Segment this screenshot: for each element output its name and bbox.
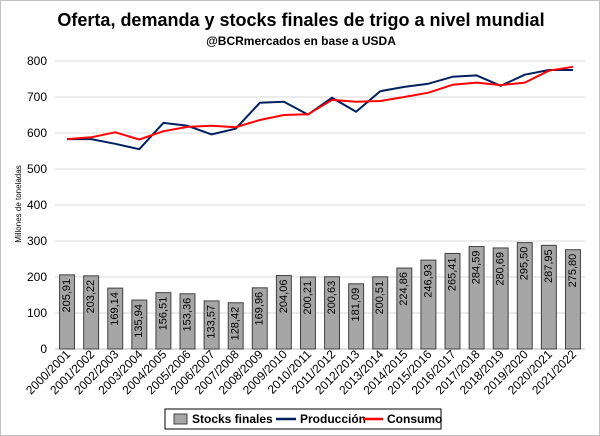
bar-data-label: 135,94	[133, 304, 145, 338]
bar-stocks-finales	[324, 276, 341, 350]
y-tick-label: 500	[27, 162, 47, 176]
bar-data-label: 200,51	[374, 281, 386, 315]
bar-data-label: 153,36	[181, 298, 193, 332]
line-consumo	[66, 65, 574, 141]
y-tick-label: 0	[40, 342, 47, 356]
bar-stocks-finales	[516, 242, 533, 350]
legend: Stocks finales Producción Consumo	[164, 408, 442, 430]
bar-stocks-finales	[155, 292, 172, 350]
bar-data-label: 200,63	[326, 281, 338, 315]
bar-stocks-finales	[107, 287, 124, 350]
bar-data-label: 265,41	[446, 257, 458, 291]
bar-stocks-finales	[275, 275, 292, 350]
bar-data-label: 181,09	[350, 288, 362, 322]
bar-stocks-finales	[444, 252, 461, 350]
chart-title: Oferta, demanda y stocks finales de trig…	[57, 10, 544, 30]
bar-stocks-finales	[179, 293, 196, 350]
bar-data-label: 169,96	[254, 292, 266, 326]
bar-stocks-finales	[420, 259, 437, 350]
bar-data-label: 287,95	[543, 249, 555, 283]
bar-stocks-finales	[299, 276, 316, 350]
x-axis-ticks: 2000/20012001/20022002/20032003/20042004…	[23, 347, 579, 397]
chart-subtitle: @BCRmercados en base a USDA	[206, 34, 396, 48]
legend-label-produccion: Producción	[300, 412, 366, 426]
bar-data-label: 295,50	[519, 247, 531, 281]
y-tick-label: 400	[27, 198, 47, 212]
bar-stocks-finales	[564, 249, 581, 350]
y-tick-label: 300	[27, 234, 47, 248]
bar-stocks-finales	[372, 276, 389, 350]
legend-label-consumo: Consumo	[387, 412, 442, 426]
y-tick-label: 100	[27, 306, 47, 320]
bar-stocks-finales	[540, 244, 557, 350]
bar-stocks-finales	[348, 283, 365, 350]
bar-data-label: 224,86	[398, 272, 410, 306]
bar-stocks-finales	[83, 275, 100, 350]
y-axis-label: Millones de toneladas	[14, 165, 23, 242]
bar-data-label: 200,21	[302, 281, 314, 315]
legend-swatch-stocks-finales	[173, 413, 188, 425]
legend-box	[164, 408, 442, 430]
bar-stocks-finales	[227, 302, 244, 350]
bar-stocks-finales	[203, 300, 220, 350]
bar-data-label: 169,14	[109, 292, 121, 326]
bar-data-label: 246,93	[422, 264, 434, 298]
y-tick-label: 700	[27, 90, 47, 104]
bar-stocks-finales	[131, 299, 148, 350]
bar-data-label: 284,59	[470, 251, 482, 285]
bar-stocks-finales	[468, 246, 485, 350]
bar-stocks-finales	[396, 267, 413, 350]
bar-data-label: 205,91	[61, 279, 73, 313]
bar-stocks-finales	[251, 287, 268, 350]
lines	[66, 65, 574, 151]
bar-data-label: 280,69	[495, 252, 507, 286]
bar-data-label: 128,42	[230, 307, 242, 341]
bar-data-label: 156,51	[157, 297, 169, 331]
y-tick-label: 800	[27, 54, 47, 68]
bar-stocks-finales	[59, 274, 76, 350]
y-tick-label: 600	[27, 126, 47, 140]
bar-data-label: 275,80	[567, 254, 579, 288]
bars-stocks-finales: 205,91 203,22 169,14 135,94 156,51 153,36 133,…	[59, 242, 581, 350]
bar-data-label: 203,22	[85, 280, 97, 314]
y-axis-ticks: 0 100 200 300 400 500 600 700 800	[27, 54, 47, 356]
bar-data-label: 133,57	[205, 305, 217, 339]
legend-label-stocks-finales: Stocks finales	[192, 412, 273, 426]
bar-data-label: 204,06	[278, 280, 290, 314]
y-tick-label: 200	[27, 270, 47, 284]
bar-stocks-finales	[492, 247, 509, 350]
